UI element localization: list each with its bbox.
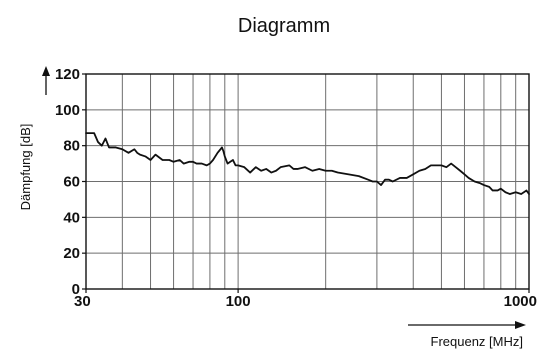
x-axis-label: Frequenz [MHz] — [431, 334, 523, 349]
y-tick-label: 80 — [63, 138, 80, 155]
chart-title: Diagramm — [238, 15, 330, 37]
y-tick-label: 120 — [55, 66, 80, 83]
x-axis-ticks: 30 100 1000 — [74, 289, 537, 310]
y-tick-label: 60 — [63, 174, 80, 191]
attenuation-series-line — [85, 132, 530, 195]
y-tick-label: 0 — [72, 281, 80, 298]
x-tick-label: 1000 — [504, 293, 537, 310]
y-axis-ticks: 0 20 40 60 80 100 120 — [55, 66, 86, 298]
y-axis-arrow-head — [42, 66, 50, 76]
x-tick-label: 100 — [226, 293, 251, 310]
y-tick-label: 100 — [55, 102, 80, 119]
x-axis-arrow-head — [515, 321, 526, 329]
y-tick-label: 20 — [63, 245, 80, 262]
y-tick-label: 40 — [63, 209, 80, 226]
y-axis-label: Dämpfung [dB] — [18, 124, 33, 211]
x-tick-label: 30 — [74, 293, 91, 310]
plot-grid — [86, 74, 529, 289]
